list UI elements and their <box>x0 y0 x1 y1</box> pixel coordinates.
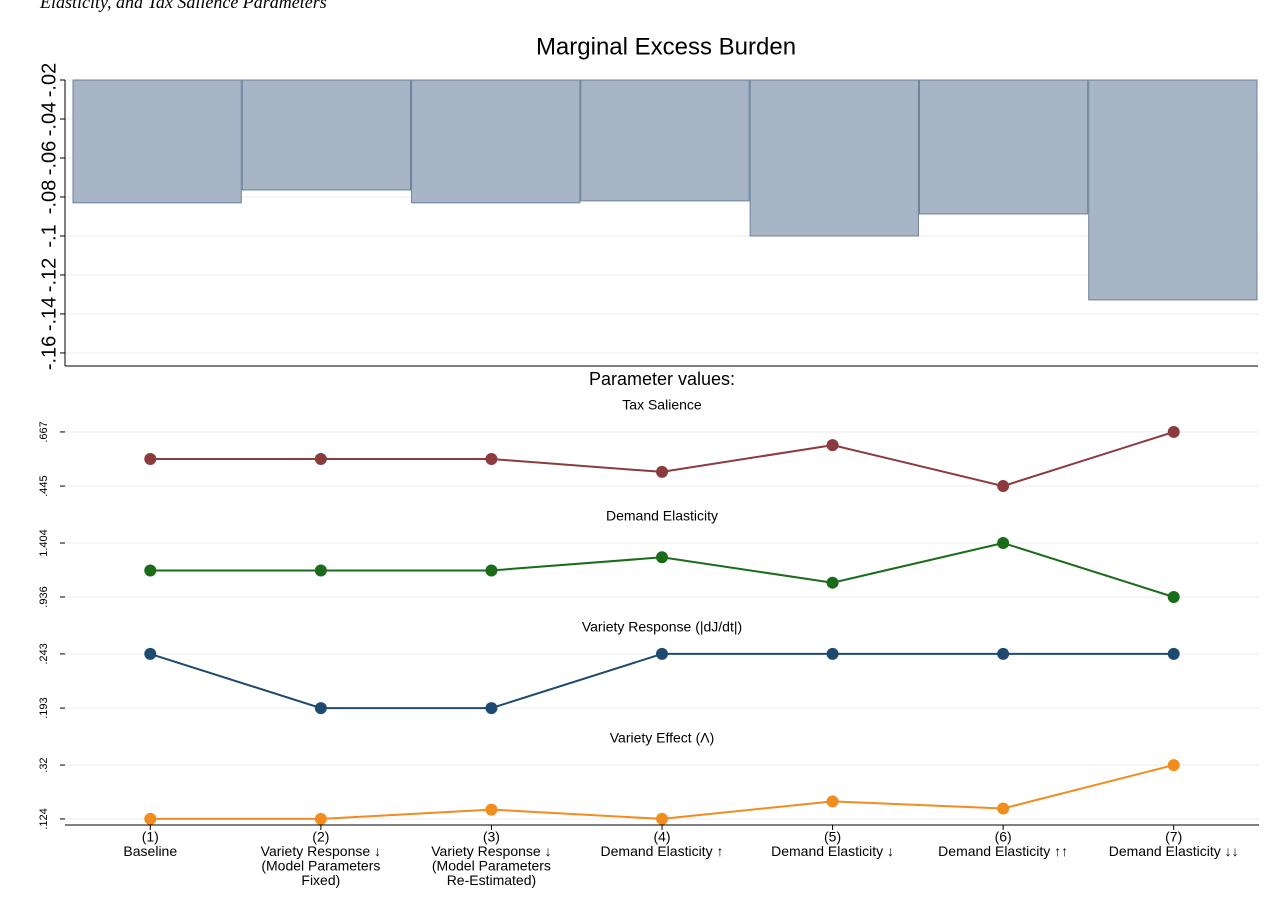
x-tick-label: Variety Response ↓ <box>261 843 381 859</box>
point <box>1167 591 1180 603</box>
bar <box>411 79 581 204</box>
y-tick-label: .243 <box>38 643 50 664</box>
point <box>826 795 839 808</box>
y-tick-label: .193 <box>38 697 50 718</box>
chart-title: Marginal Excess Burden <box>536 33 796 60</box>
y-tick-label: -.1 <box>38 224 60 247</box>
point <box>1167 759 1180 772</box>
bar <box>1088 79 1258 301</box>
x-tick-label: Fixed) <box>301 872 340 888</box>
bar <box>241 79 412 191</box>
panel-title: Tax Salience <box>622 397 702 413</box>
series-line <box>149 652 1174 710</box>
y-tick-label: .124 <box>38 808 50 829</box>
point <box>314 812 327 825</box>
x-tick-label: Variety Response ↓ <box>431 843 551 859</box>
x-tick-label: (7) <box>1165 829 1182 845</box>
x-tick-label: Demand Elasticity ↓↓ <box>1109 843 1239 859</box>
x-tick-label: (1) <box>142 829 159 845</box>
bar <box>72 79 242 204</box>
y-tick-label: -.16 <box>38 336 60 370</box>
y-tick-label: .667 <box>38 421 50 442</box>
point <box>997 802 1010 815</box>
y-tick-label: -.02 <box>38 63 60 97</box>
y-tick-label: -.04 <box>38 102 60 136</box>
bar <box>749 79 919 237</box>
x-tick-label: (Model Parameters <box>261 858 380 874</box>
point <box>997 647 1010 660</box>
x-tick-label: (3) <box>483 829 500 845</box>
page-header: Elasticity, and Tax Salience Parameters <box>39 0 327 12</box>
x-tick-label: (4) <box>653 829 670 845</box>
point <box>485 453 498 465</box>
x-tick-label: Demand Elasticity ↑ <box>601 843 724 859</box>
y-tick-label: .32 <box>38 757 50 772</box>
point <box>656 551 668 564</box>
point <box>485 564 498 577</box>
y-tick-label: 1.404 <box>38 529 50 557</box>
point <box>997 480 1010 493</box>
point <box>144 647 157 660</box>
panel-title: Variety Effect (Λ) <box>610 730 715 746</box>
point <box>144 453 157 465</box>
panel-title: Variety Response (|dJ/dt|) <box>582 619 742 635</box>
series-line <box>150 430 1175 488</box>
point <box>314 564 327 577</box>
bar <box>918 79 1089 215</box>
y-tick-label: -.06 <box>38 141 60 175</box>
point <box>656 812 668 825</box>
point <box>485 702 498 715</box>
point <box>1167 425 1180 438</box>
x-tick-label: (2) <box>312 829 329 845</box>
point <box>485 803 498 816</box>
point <box>826 439 839 452</box>
y-tick-label: -.12 <box>38 258 60 292</box>
x-tick-label: Baseline <box>123 843 177 859</box>
point <box>997 537 1010 549</box>
series-line <box>150 541 1175 598</box>
point <box>314 702 327 715</box>
x-tick-label: Re-Estimated) <box>447 872 536 888</box>
section-title: Parameter values: <box>589 369 735 389</box>
bar <box>580 79 750 202</box>
panel-title: Demand Elasticity <box>606 508 718 524</box>
point <box>656 465 668 478</box>
x-tick-label: Demand Elasticity ↓ <box>771 843 894 859</box>
point <box>314 453 327 465</box>
point <box>144 564 157 577</box>
y-tick-label: -.14 <box>38 297 60 331</box>
point <box>826 576 839 589</box>
series-line <box>150 764 1174 820</box>
point <box>144 812 157 825</box>
point <box>1167 647 1180 660</box>
point <box>826 647 839 660</box>
point <box>656 647 668 660</box>
y-tick-label: -.08 <box>38 180 60 214</box>
x-tick-label: Demand Elasticity ↑↑ <box>938 843 1068 859</box>
y-tick-label: .936 <box>38 586 50 607</box>
x-tick-label: (Model Parameters <box>432 858 551 874</box>
x-tick-label: (6) <box>995 829 1012 845</box>
x-tick-label: (5) <box>824 829 841 845</box>
y-tick-label: .445 <box>38 475 50 496</box>
